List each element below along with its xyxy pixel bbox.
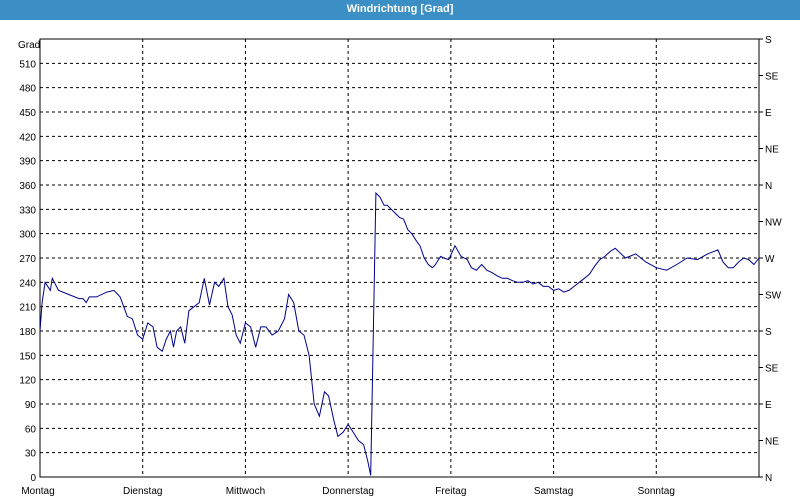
y-axis-label: Grad	[18, 40, 40, 51]
right-tick-label: NE	[765, 437, 779, 448]
series-line	[39, 191, 760, 476]
right-axis-ticks: N NE E SE S SW W NW N NE E SE S	[759, 35, 782, 484]
x-axis-ticks: Montag01.11.21Dienstag02.11.21Mittwoch03…	[21, 486, 675, 497]
y-tick-label: 450	[19, 108, 36, 119]
y-tick-label: 240	[19, 278, 36, 289]
right-tick-label: W	[765, 254, 775, 265]
y-tick-label: 0	[30, 473, 36, 484]
plot-background	[40, 39, 759, 477]
y-tick-label: 300	[19, 230, 36, 241]
x-tick-day-label: Donnerstag	[322, 486, 374, 497]
y-tick-label: 510	[19, 59, 36, 70]
right-tick-label: SE	[765, 364, 779, 375]
x-tick-day-label: Mittwoch	[226, 486, 265, 497]
x-tick-day-label: Freitag	[435, 486, 466, 497]
right-tick-label: E	[765, 400, 772, 411]
y-axis-ticks: 0 30 60 90 120 150 180 210 240 270 300 330 360 390 420…	[19, 59, 36, 484]
y-tick-label: 270	[19, 254, 36, 265]
y-tick-label: 330	[19, 205, 36, 216]
window-title: Windrichtung [Grad]	[0, 0, 800, 20]
x-tick-day-label: Sonntag	[638, 486, 675, 497]
y-tick-label: 360	[19, 181, 36, 192]
y-tick-label: 480	[19, 84, 36, 95]
right-tick-label: N	[765, 181, 772, 192]
x-tick-day-label: Samstag	[534, 486, 573, 497]
y-tick-label: 30	[25, 449, 37, 460]
right-tick-label: N	[765, 473, 772, 484]
right-tick-label: NW	[765, 218, 782, 229]
right-tick-label: S	[765, 327, 772, 338]
y-tick-label: 420	[19, 132, 36, 143]
right-tick-label: S	[765, 35, 772, 46]
y-tick-label: 120	[19, 376, 36, 387]
y-tick-label: 90	[25, 400, 37, 411]
right-tick-label: SW	[765, 291, 782, 302]
right-tick-label: SE	[765, 72, 779, 83]
grid	[40, 39, 759, 477]
x-tick-day-label: Montag	[21, 486, 54, 497]
y-tick-label: 60	[25, 424, 37, 435]
x-tick-day-label: Dienstag	[123, 486, 162, 497]
right-tick-label: E	[765, 108, 772, 119]
right-tick-label: NE	[765, 145, 779, 156]
chart: Grad 0 30 60 90 120 150 180 210 240 270 300 330 360 3…	[18, 35, 782, 497]
y-tick-label: 390	[19, 157, 36, 168]
y-tick-label: 180	[19, 327, 36, 338]
y-tick-label: 150	[19, 351, 36, 362]
y-tick-label: 210	[19, 303, 36, 314]
